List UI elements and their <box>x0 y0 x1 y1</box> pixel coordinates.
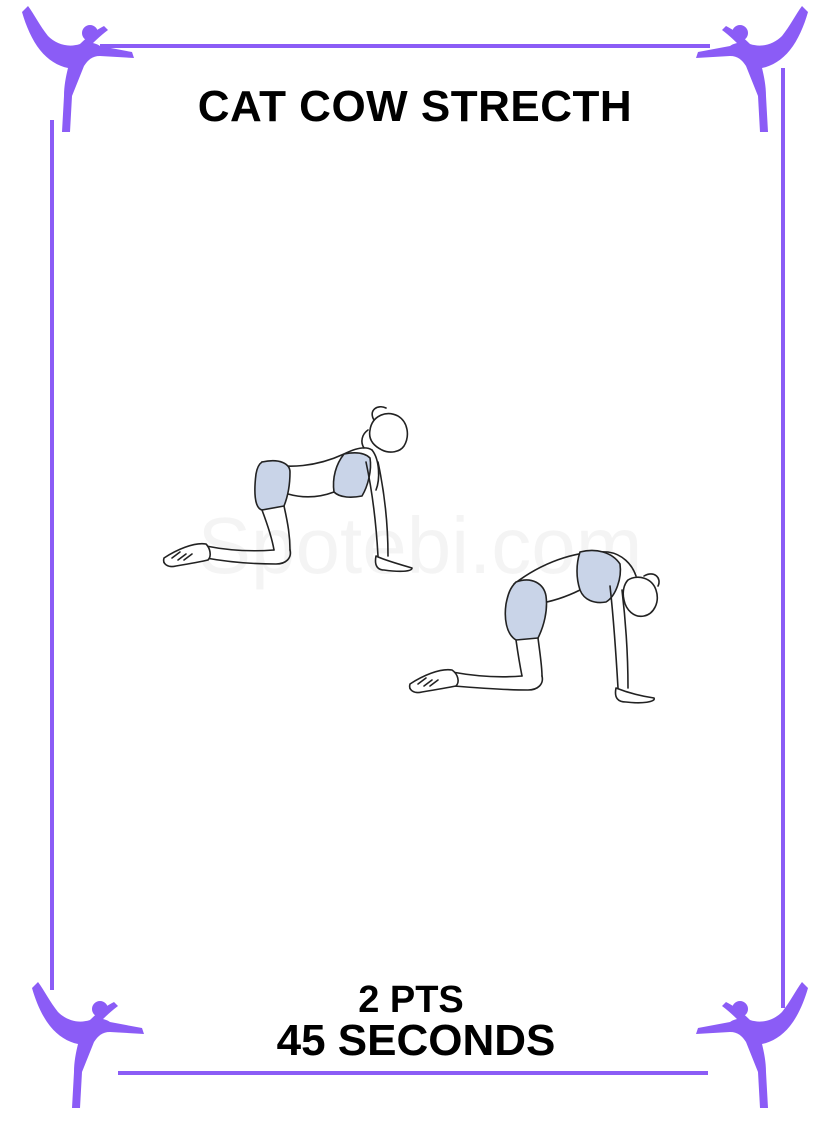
yoga-dancer-pose-icon <box>686 0 816 140</box>
border-right <box>781 68 785 1008</box>
exercise-title: CAT COW STRECTH <box>197 82 633 131</box>
yoga-dancer-pose-icon <box>686 976 816 1116</box>
exercise-points: 2 PTS <box>358 979 464 1021</box>
exercise-duration: 45 SECONDS <box>276 1016 556 1065</box>
watermark: Spotebi.com <box>150 500 690 592</box>
border-left <box>50 120 54 990</box>
cat-pose-figure <box>404 542 666 708</box>
yoga-dancer-pose-icon <box>14 0 144 140</box>
border-bottom <box>118 1071 708 1075</box>
cow-pose-figure <box>158 400 420 582</box>
yoga-dancer-pose-icon <box>24 976 154 1116</box>
border-top <box>100 44 710 48</box>
